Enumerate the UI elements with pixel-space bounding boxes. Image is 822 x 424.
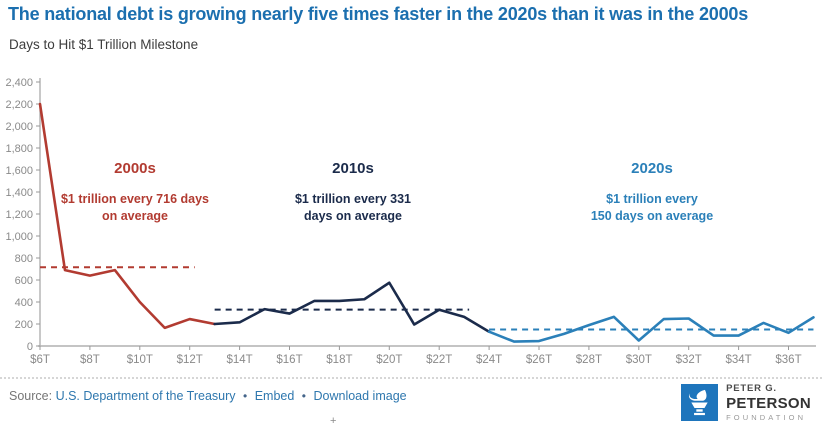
chart-footer: Source: U.S. Department of the Treasury … — [0, 377, 822, 424]
logo-line-3: FOUNDATION — [726, 412, 807, 422]
page-title: The national debt is growing nearly five… — [8, 4, 749, 24]
chart-subtitle: Days to Hit $1 Trillion Milestone — [9, 37, 199, 52]
x-tick-label: $30T — [626, 354, 652, 366]
annotation-2020s-line1: $1 trillion every — [606, 192, 698, 206]
annotation-2000s-line2: on average — [101, 208, 168, 223]
y-tick-label: 2,200 — [5, 99, 33, 111]
annotation-2000s-line1: $1 trillion every 716 days — [60, 192, 209, 206]
x-tick-label: $18T — [326, 354, 352, 366]
x-tick-label: $28T — [576, 354, 602, 366]
source-line: Source: U.S. Department of the Treasury … — [9, 389, 407, 403]
series-line-2000s — [38, 102, 216, 330]
annotation-2010s-line2: days on average — [304, 208, 402, 223]
x-tick-label: $10T — [127, 354, 153, 366]
logo-line-2: PETERSON — [726, 394, 811, 412]
bullet-separator: • — [301, 389, 306, 403]
logo-line-1: PETER G. — [726, 383, 777, 394]
annotation-2020s: 2020s $1 trillion every 150 days on aver… — [552, 160, 752, 225]
source-link[interactable]: U.S. Department of the Treasury — [55, 389, 236, 403]
annotation-2020s-line2: 150 days on average — [590, 208, 714, 223]
x-tick-label: $8T — [80, 354, 100, 366]
chart-canvas: 0 200 400 600 800 1,000 1,200 1,400 1,600 1,800 2,… — [5, 77, 816, 366]
y-tick-label: 200 — [15, 319, 33, 331]
annotation-2010s-line1: $1 trillion every 331 — [294, 192, 412, 206]
x-tick-label: $34T — [725, 354, 751, 366]
y-tick-label: 600 — [15, 275, 33, 287]
y-tick-label: 0 — [27, 341, 33, 353]
logo-text: PETER G. PETERSON FOUNDATION — [726, 384, 811, 421]
x-tick-label: $20T — [376, 354, 402, 366]
source-label: Source: — [9, 389, 53, 403]
y-tick-label: 400 — [15, 297, 33, 309]
annotation-2000s-heading: 2000s — [114, 160, 156, 177]
x-tick-label: $36T — [775, 354, 801, 366]
annotation-2010s-heading: 2010s — [332, 160, 374, 177]
x-tick-label: $14T — [226, 354, 252, 366]
y-tick-label: 1,400 — [5, 187, 33, 199]
annotation-2000s: 2000s $1 trillion every 716 days on aver… — [35, 160, 235, 225]
line-chart: 0 200 400 600 800 1,000 1,200 1,400 1,600 1,800 2,… — [0, 70, 822, 376]
cropped-plus-artifact: + — [330, 415, 337, 424]
x-tick-label: $32T — [676, 354, 702, 366]
bullet-separator: • — [243, 389, 248, 403]
embed-link[interactable]: Embed — [254, 389, 295, 403]
y-tick-label: 1,800 — [5, 143, 33, 155]
y-tick-label: 800 — [15, 253, 33, 265]
annotation-2020s-heading: 2020s — [631, 160, 673, 177]
x-tick-label: $26T — [526, 354, 552, 366]
download-image-link[interactable]: Download image — [313, 389, 407, 403]
torch-icon — [681, 384, 719, 421]
x-tick-label: $6T — [30, 354, 50, 366]
x-tick-label: $22T — [426, 354, 452, 366]
x-tick-label: $16T — [276, 354, 302, 366]
y-tick-label: 2,400 — [5, 77, 33, 89]
peterson-foundation-logo: PETER G. PETERSON FOUNDATION — [681, 384, 811, 421]
x-tick-label: $24T — [476, 354, 502, 366]
annotation-2010s: 2010s $1 trillion every 331 days on aver… — [253, 160, 453, 225]
series-line-2020s — [487, 315, 815, 343]
y-tick-label: 1,600 — [5, 165, 33, 177]
series-line-2010s — [213, 281, 491, 334]
x-tick-label: $12T — [177, 354, 203, 366]
y-tick-label: 1,200 — [5, 209, 33, 221]
y-tick-label: 1,000 — [5, 231, 33, 243]
y-tick-label: 2,000 — [5, 121, 33, 133]
